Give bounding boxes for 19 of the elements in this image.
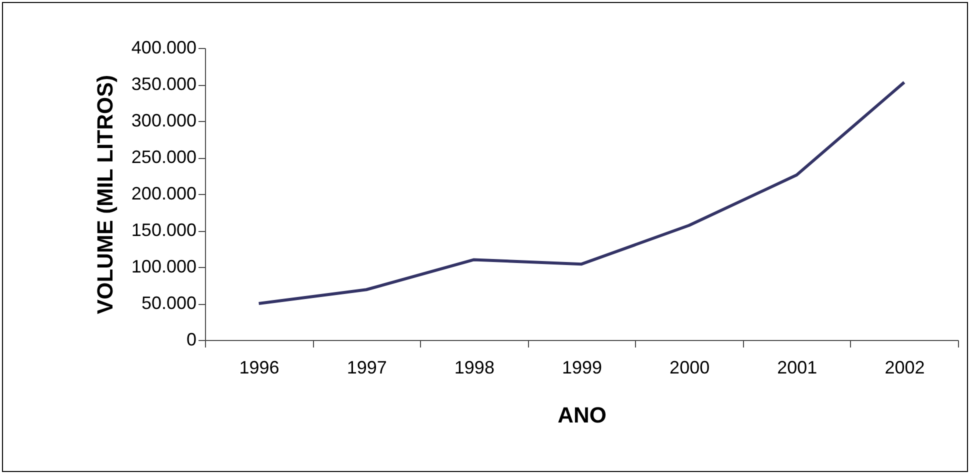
y-axis-title: VOLUME (MIL LITROS) <box>92 74 118 314</box>
y-tick-label: 250.000 <box>131 147 196 167</box>
y-tick-label: 300.000 <box>131 110 196 130</box>
x-tick-label: 1998 <box>454 358 494 378</box>
x-tick-label: 2001 <box>777 358 818 378</box>
y-tick-label: 400.000 <box>131 38 196 58</box>
x-tick-label: 1999 <box>562 358 602 378</box>
x-tick-label: 2000 <box>670 358 710 378</box>
y-tick-label: 200.000 <box>131 184 196 204</box>
y-tick-label: 100.000 <box>131 256 196 276</box>
line-series <box>257 80 906 305</box>
y-tick-label: 150.000 <box>131 220 196 240</box>
x-tick-label: 2002 <box>884 358 925 378</box>
y-tick-label: 350.000 <box>131 74 196 94</box>
y-tick-label: 50.000 <box>141 293 196 313</box>
x-tick-label: 1997 <box>346 358 387 378</box>
y-tick-label: 0 <box>186 330 196 350</box>
x-axis-title: ANO <box>558 402 606 428</box>
x-tick-label: 1996 <box>239 358 280 378</box>
